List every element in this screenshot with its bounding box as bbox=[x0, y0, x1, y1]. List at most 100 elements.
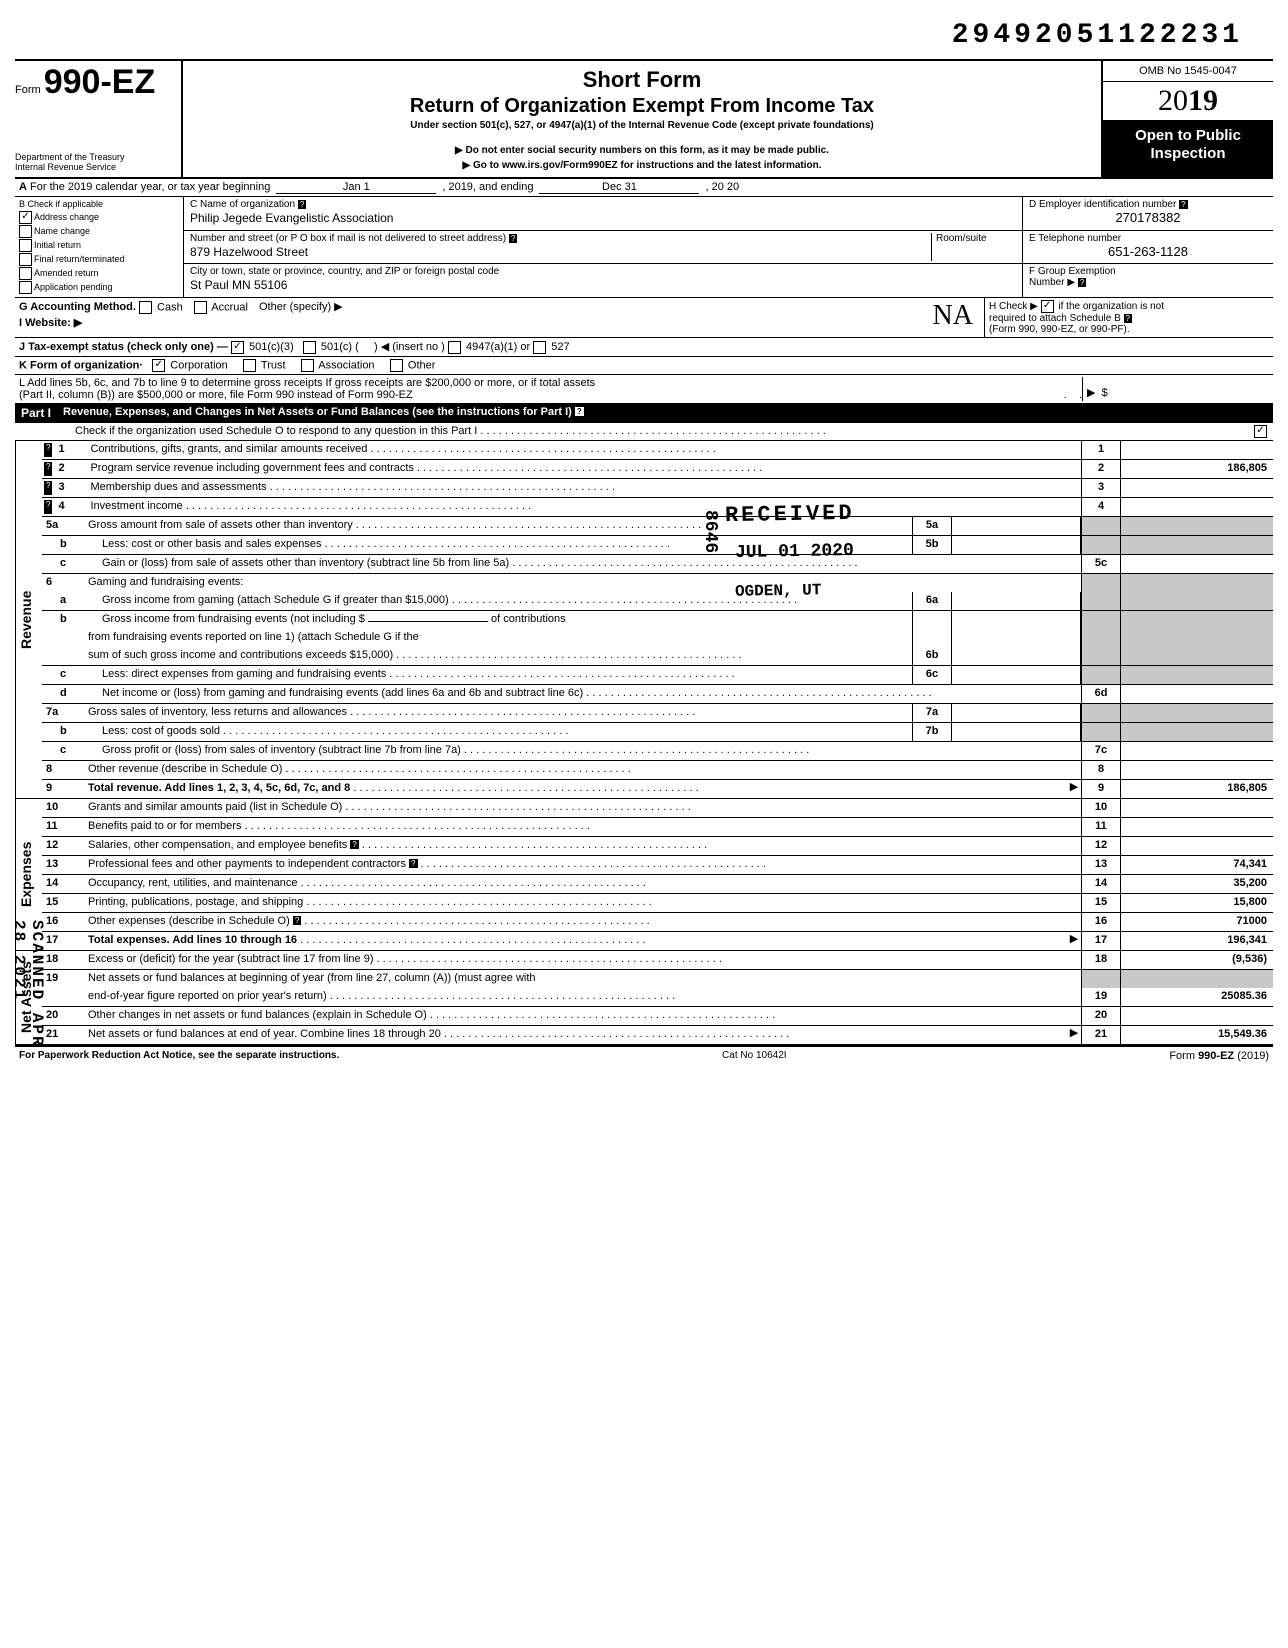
footer-mid: Cat No 10642I bbox=[722, 1050, 787, 1062]
check-h-schedule-b[interactable]: ✓ bbox=[1041, 300, 1054, 313]
section-ghi: G Accounting Method. Cash Accrual Other … bbox=[15, 298, 1273, 338]
ln19-num-blank bbox=[42, 988, 84, 1006]
check-4947[interactable] bbox=[448, 341, 461, 354]
check-527[interactable] bbox=[533, 341, 546, 354]
ln6b-mbox-shade bbox=[912, 611, 952, 629]
ln7b-num: b bbox=[42, 723, 98, 741]
ln6b-mamt bbox=[952, 647, 1081, 665]
check-cash[interactable] bbox=[139, 301, 152, 314]
ln10-box: 10 bbox=[1081, 799, 1121, 817]
help-icon[interactable]: ? bbox=[1179, 200, 1187, 209]
ln16-box: 16 bbox=[1081, 913, 1121, 931]
ln18-amt: (9,536) bbox=[1121, 951, 1273, 969]
check-association[interactable] bbox=[301, 359, 314, 372]
h-text1: if the organization is not bbox=[1058, 301, 1164, 312]
h-text2: required to attach Schedule B bbox=[989, 313, 1121, 324]
i-website-label: I Website: ▶ bbox=[19, 317, 82, 329]
other-specify: Other (specify) ▶ bbox=[259, 301, 343, 313]
ln19-box: 19 bbox=[1081, 988, 1121, 1006]
help-icon[interactable]: ? bbox=[293, 916, 301, 925]
check-name-change[interactable]: Name change bbox=[19, 225, 179, 238]
ln4-desc: Investment income bbox=[90, 500, 182, 512]
check-amended-return[interactable]: Amended return bbox=[19, 267, 179, 280]
check-trust[interactable] bbox=[243, 359, 256, 372]
line-7a: 7a Gross sales of inventory, less return… bbox=[42, 704, 1273, 723]
ln1-desc: Contributions, gifts, grants, and simila… bbox=[90, 443, 367, 455]
ln6b-mamt-shade bbox=[952, 611, 1081, 629]
year-begin: Jan 1 bbox=[276, 181, 436, 194]
subtitle: Under section 501(c), 527, or 4947(a)(1)… bbox=[193, 120, 1091, 131]
check-501c[interactable] bbox=[303, 341, 316, 354]
ln20-amt bbox=[1121, 1007, 1273, 1025]
ln5a-mamt bbox=[952, 517, 1081, 535]
short-form-title: Short Form bbox=[193, 67, 1091, 93]
help-icon[interactable]: ? bbox=[44, 500, 52, 514]
ln7a-amt-shade bbox=[1121, 704, 1273, 722]
l-dollar: $ bbox=[1102, 387, 1108, 399]
help-icon[interactable]: ? bbox=[350, 840, 358, 849]
g-label: G Accounting Method. bbox=[19, 301, 136, 313]
help-icon[interactable]: ? bbox=[409, 859, 417, 868]
ln6b-num: b bbox=[42, 611, 98, 629]
ln16-desc: Other expenses (describe in Schedule O) bbox=[88, 915, 290, 927]
expenses-section: Expenses 10 Grants and similar amounts p… bbox=[15, 799, 1273, 951]
ln6b-blank bbox=[368, 621, 488, 622]
net-assets-lines: 18 Excess or (deficit) for the year (sub… bbox=[42, 951, 1273, 1044]
check-final-return[interactable]: Final return/terminated bbox=[19, 253, 179, 266]
help-icon[interactable]: ? bbox=[1124, 314, 1132, 323]
year-end: Dec 31 bbox=[539, 181, 699, 194]
check-schedule-o-part1[interactable]: ✓ bbox=[1254, 425, 1267, 438]
ln21-desc: Net assets or fund balances at end of ye… bbox=[88, 1028, 441, 1040]
header-right: OMB No 1545-0047 2019 Open to Public Ins… bbox=[1101, 61, 1273, 177]
dept-line2: Internal Revenue Service bbox=[15, 163, 175, 173]
ln9-box: 9 bbox=[1081, 780, 1121, 798]
dln-number: 29492051122231 bbox=[15, 20, 1273, 51]
line-18: 18 Excess or (deficit) for the year (sub… bbox=[42, 951, 1273, 970]
help-icon[interactable]: ? bbox=[44, 481, 52, 495]
city-label: City or town, state or province, country… bbox=[190, 266, 499, 277]
check-application-pending[interactable]: Application pending bbox=[19, 281, 179, 294]
help-icon[interactable]: ? bbox=[44, 462, 52, 476]
help-icon[interactable]: ? bbox=[298, 200, 306, 209]
row-a-text1: For the 2019 calendar year, or tax year … bbox=[30, 181, 270, 194]
ln19-amt-shade bbox=[1121, 970, 1273, 988]
ln17-box: 17 bbox=[1081, 932, 1121, 950]
help-icon[interactable]: ? bbox=[575, 407, 584, 416]
help-icon[interactable]: ? bbox=[1078, 278, 1086, 287]
line-5a: 5a Gross amount from sale of assets othe… bbox=[42, 517, 1273, 536]
group-exemption-label: F Group Exemption bbox=[1029, 266, 1116, 277]
line-17: 17 Total expenses. Add lines 10 through … bbox=[42, 932, 1273, 950]
line-10: 10 Grants and similar amounts paid (list… bbox=[42, 799, 1273, 818]
check-501c3[interactable]: ✓ bbox=[231, 341, 244, 354]
ln7c-amt bbox=[1121, 742, 1273, 760]
year-suffix: 19 bbox=[1188, 84, 1218, 117]
line-6c: c Less: direct expenses from gaming and … bbox=[42, 666, 1273, 685]
ln5a-desc: Gross amount from sale of assets other t… bbox=[88, 519, 353, 531]
ln12-box: 12 bbox=[1081, 837, 1121, 855]
ln1-amt bbox=[1121, 441, 1273, 459]
room-suite-label: Room/suite bbox=[936, 233, 987, 244]
open-public-l1: Open to Public bbox=[1105, 127, 1271, 145]
check-accrual[interactable] bbox=[194, 301, 207, 314]
help-icon[interactable]: ? bbox=[509, 234, 517, 243]
ln13-amt: 74,341 bbox=[1121, 856, 1273, 874]
501c-label: 501(c) ( bbox=[321, 341, 359, 353]
year-prefix: 20 bbox=[1158, 84, 1188, 117]
footer-right-year: (2019) bbox=[1234, 1050, 1269, 1062]
ln11-num: 11 bbox=[42, 818, 84, 836]
ln10-desc: Grants and similar amounts paid (list in… bbox=[88, 801, 342, 813]
check-address-change[interactable]: ✓Address change bbox=[19, 211, 179, 224]
line-5c: c Gain or (loss) from sale of assets oth… bbox=[42, 555, 1273, 574]
ln13-box: 13 bbox=[1081, 856, 1121, 874]
main-title: Return of Organization Exempt From Incom… bbox=[193, 95, 1091, 118]
ln7b-box-shade bbox=[1081, 723, 1121, 741]
phone-value: 651-263-1128 bbox=[1029, 244, 1267, 259]
check-other-org[interactable] bbox=[390, 359, 403, 372]
ln6b-desc2: of contributions bbox=[491, 613, 566, 625]
check-corporation[interactable]: ✓ bbox=[152, 359, 165, 372]
check-initial-return[interactable]: Initial return bbox=[19, 239, 179, 252]
line-11: 11 Benefits paid to or for members 11 bbox=[42, 818, 1273, 837]
help-icon[interactable]: ? bbox=[44, 443, 52, 457]
row-l-gross-receipts: L Add lines 5b, 6c, and 7b to line 9 to … bbox=[15, 375, 1273, 404]
col-de: D Employer identification number ? 27017… bbox=[1023, 197, 1273, 297]
